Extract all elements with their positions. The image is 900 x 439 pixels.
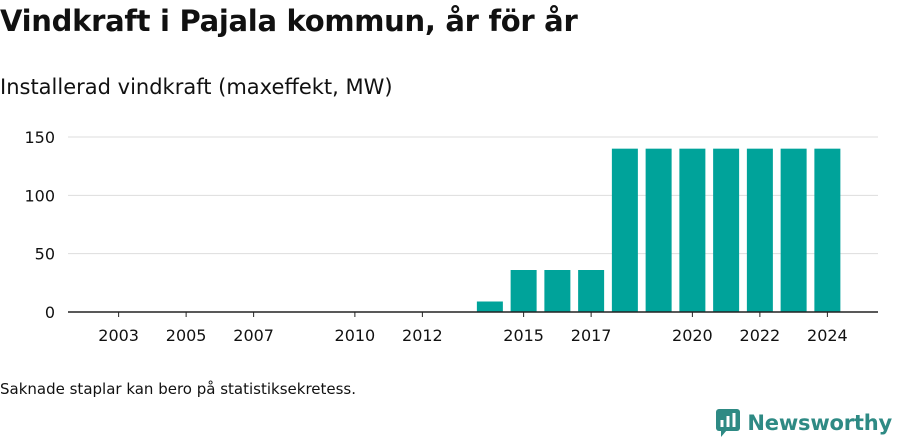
newsworthy-logo-icon: [716, 409, 741, 437]
y-tick-label: 100: [24, 186, 55, 205]
footnote: Saknade staplar kan bero på statistiksek…: [0, 380, 357, 398]
bar-2024: [814, 148, 841, 312]
x-tick-label: 2024: [807, 326, 848, 345]
x-tick-label: 2005: [166, 326, 207, 345]
page-title: Vindkraft i Pajala kommun, år för år: [0, 4, 578, 38]
bar-chart: 0 50 100 150 2003 2005 2007 2010 2012 2015 2017 202…: [24, 128, 878, 345]
y-tick-label: 0: [45, 303, 55, 322]
bar-2022: [746, 148, 773, 312]
y-tick-label: 150: [24, 128, 55, 147]
bar-2014: [476, 301, 503, 312]
y-tick-label: 50: [35, 245, 55, 264]
axes: [68, 311, 878, 317]
bar-2018: [611, 148, 638, 312]
x-tick-label: 2015: [503, 326, 544, 345]
chart-subtitle: Installerad vindkraft (maxeffekt, MW): [0, 75, 393, 99]
x-tick-label: 2017: [571, 326, 612, 345]
x-tick-label: 2003: [98, 326, 139, 345]
bar-2015: [510, 270, 537, 312]
x-tick-label: 2012: [402, 326, 443, 345]
brand-logo: Newsworthy: [715, 408, 892, 438]
tick-labels: 0 50 100 150 2003 2005 2007 2010 2012 2015 2017 202…: [24, 128, 847, 345]
bars: [476, 148, 841, 312]
brand-name: Newsworthy: [747, 411, 892, 435]
bar-2021: [713, 148, 740, 312]
bar-2023: [780, 148, 807, 312]
bar-2019: [645, 148, 672, 312]
bar-2020: [679, 148, 706, 312]
x-tick-label: 2007: [233, 326, 274, 345]
x-tick-label: 2010: [335, 326, 376, 345]
x-tick-label: 2020: [672, 326, 713, 345]
grid-lines: [68, 136, 878, 255]
x-tick-label: 2022: [740, 326, 781, 345]
bar-2016: [544, 270, 571, 312]
bar-2017: [578, 270, 605, 312]
